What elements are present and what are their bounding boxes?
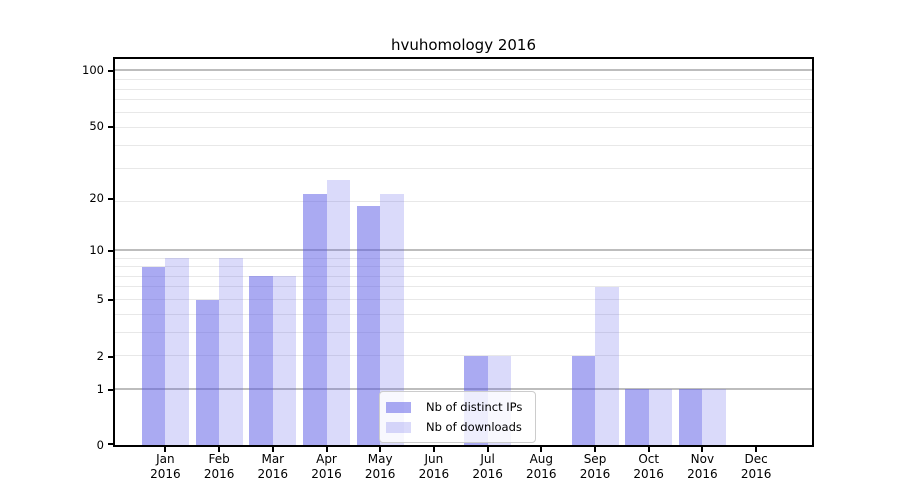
x-tick-label: Apr 2016: [299, 452, 355, 482]
x-tick-label-year: 2016: [579, 467, 611, 481]
y-tick-label: 1: [96, 381, 104, 396]
bar-distinct-ips: [195, 299, 220, 445]
gridline-minor: [115, 111, 812, 113]
x-tick-label: Jul 2016: [460, 452, 516, 482]
y-tick-mark: [108, 250, 113, 253]
gridline-minor: [115, 88, 812, 90]
gridline-minor: [115, 201, 812, 203]
y-tick-mark: [108, 355, 113, 358]
x-tick-label-year: 2016: [203, 467, 235, 481]
x-tick-label-year: 2016: [418, 467, 450, 481]
x-tick-mark: [218, 447, 221, 452]
x-tick-mark: [271, 447, 274, 452]
bar-distinct-ips: [625, 388, 649, 445]
bar-downloads: [595, 286, 619, 445]
y-tick-mark: [108, 125, 113, 128]
gridline-major: [115, 69, 812, 72]
gridline-minor: [115, 266, 812, 268]
gridline-minor: [115, 257, 812, 259]
legend-label-downloads: Nb of downloads: [426, 420, 522, 434]
gridline-minor: [115, 298, 812, 300]
gridline-minor: [115, 126, 812, 128]
bar-downloads: [702, 388, 726, 445]
x-tick-mark: [647, 447, 650, 452]
plot-area: 0 1 2 5 10 20 50 100 Jan 2016 Feb 2016 Mar 2016 Apr 201…: [82, 57, 814, 481]
legend-entry-distinct-ips: Nb of distinct IPs: [386, 397, 522, 417]
y-tick-mark: [108, 443, 113, 445]
x-tick-label-year: 2016: [150, 467, 181, 481]
bar-distinct-ips: [571, 355, 595, 445]
bar-downloads: [219, 258, 243, 445]
legend: Nb of distinct IPs Nb of downloads: [379, 391, 537, 443]
y-tick-mark: [108, 388, 113, 391]
y-tick-label: 0: [96, 438, 104, 452]
x-tick-mark: [379, 447, 382, 452]
gridline-minor: [115, 99, 812, 101]
bar-downloads: [326, 180, 350, 445]
bar-downloads: [272, 276, 297, 445]
x-tick-label-year: 2016: [257, 467, 289, 481]
legend-label-distinct-ips: Nb of distinct IPs: [426, 400, 523, 414]
bar-distinct-ips: [356, 205, 381, 445]
y-tick-mark: [108, 70, 113, 73]
x-tick-label-year: 2016: [526, 467, 557, 481]
x-tick-mark: [594, 447, 596, 452]
x-tick-label-year: 2016: [687, 467, 718, 481]
x-tick-mark: [325, 447, 328, 452]
x-tick-mark: [701, 447, 704, 452]
gridline-minor: [115, 168, 812, 170]
gridline-major: [115, 249, 812, 252]
bar-downloads: [380, 193, 404, 445]
x-tick-label-year: 2016: [740, 467, 772, 481]
x-tick-label: May 2016: [352, 452, 408, 482]
x-tick-label: Jun 2016: [406, 452, 462, 482]
y-tick-label: 2: [96, 348, 104, 363]
legend-swatch-distinct-ips: [386, 401, 411, 413]
gridline-minor: [115, 331, 812, 333]
x-tick-mark: [164, 447, 167, 452]
chart-title: hvuhomology 2016: [390, 36, 537, 54]
x-tick-mark: [486, 447, 489, 452]
bar-downloads: [165, 258, 189, 445]
gridline-minor: [115, 355, 812, 357]
y-tick-label: 20: [89, 190, 104, 205]
bar-distinct-ips: [303, 193, 327, 445]
x-tick-label: Mar 2016: [245, 452, 301, 482]
gridline-minor: [115, 275, 812, 277]
x-tick-label-year: 2016: [364, 467, 396, 481]
y-tick-mark: [108, 299, 113, 302]
bar-downloads: [648, 388, 673, 445]
legend-entry-downloads: Nb of downloads: [386, 417, 522, 437]
x-tick-label: Feb 2016: [191, 452, 247, 482]
x-tick-label-year: 2016: [311, 467, 342, 481]
x-tick-label: Nov 2016: [674, 452, 730, 482]
x-tick-mark: [540, 447, 543, 452]
legend-swatch-downloads: [386, 421, 411, 433]
bar-distinct-ips: [678, 388, 703, 445]
y-tick-label: 50: [89, 118, 104, 133]
x-tick-label: Sep 2016: [567, 452, 623, 482]
y-tick-mark: [108, 197, 113, 200]
x-tick-label: Oct 2016: [621, 452, 677, 482]
y-tick-label: 10: [89, 243, 104, 258]
y-tick-label: 100: [82, 63, 104, 78]
x-tick-label-year: 2016: [472, 467, 503, 481]
gridline-minor: [115, 79, 812, 81]
bar-distinct-ips: [141, 266, 166, 445]
x-tick-label-year: 2016: [633, 467, 664, 481]
x-tick-mark: [432, 447, 435, 452]
bar-distinct-ips: [249, 276, 273, 445]
x-tick-label: Dec 2016: [728, 452, 784, 482]
x-tick-label: Aug 2016: [513, 452, 569, 482]
y-tick-label: 5: [96, 292, 104, 307]
gridline-major: [115, 387, 812, 390]
x-tick-mark: [755, 447, 758, 452]
gridline-minor: [115, 286, 812, 288]
gridline-minor: [115, 144, 812, 146]
gridline-minor: [115, 313, 812, 315]
x-tick-label: Jan 2016: [137, 452, 193, 482]
